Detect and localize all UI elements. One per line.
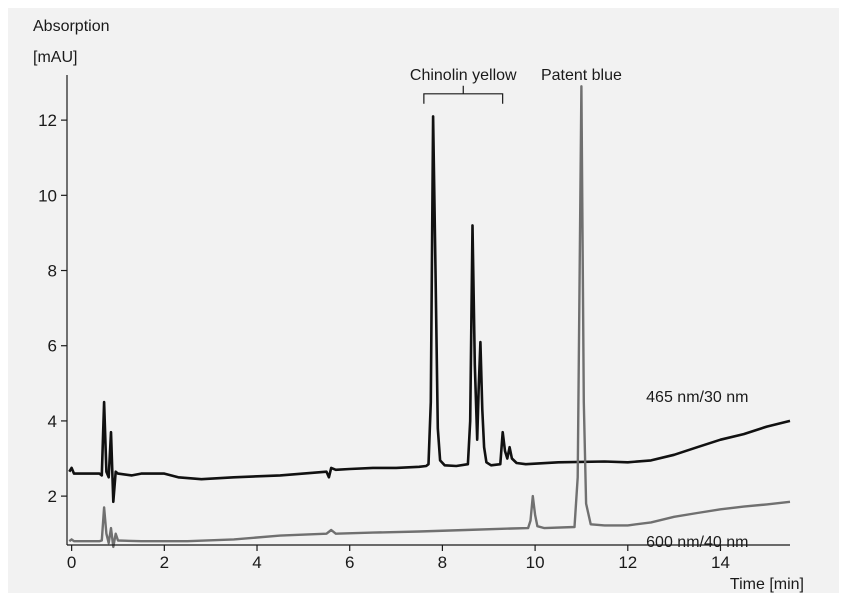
series-label-1: 600 nm/40 nm <box>646 534 748 551</box>
x-tick-label: 14 <box>711 553 730 572</box>
chinolin-yellow-bracket <box>423 85 504 104</box>
axis-layer: 0 2 4 6 8 10 12 14 2 4 6 8 10 12 <box>38 75 790 572</box>
x-tick-label: 0 <box>67 553 76 572</box>
y-tick-label: 12 <box>38 111 57 130</box>
annotation-layer: Chinolin yellow Patent blue <box>410 67 622 104</box>
y-ticks: 2 4 6 8 10 12 <box>38 111 67 506</box>
x-tick-label: 10 <box>526 553 545 572</box>
series-label-0: 465 nm/30 nm <box>646 389 748 406</box>
chart-background <box>8 8 839 593</box>
x-tick-label: 8 <box>438 553 447 572</box>
series-line-1 <box>68 85 791 549</box>
y-tick-label: 10 <box>38 186 57 205</box>
x-tick-label: 2 <box>160 553 169 572</box>
y-axis-title-line2: [mAU] <box>33 49 77 66</box>
x-tick-label: 4 <box>252 553 261 572</box>
series-line-0 <box>68 115 791 504</box>
y-tick-label: 2 <box>48 487 57 506</box>
y-tick-label: 8 <box>48 262 57 281</box>
y-tick-label: 4 <box>48 412 57 431</box>
x-axis-title: Time [min] <box>730 576 804 593</box>
x-tick-label: 6 <box>345 553 354 572</box>
y-tick-label: 6 <box>48 337 57 356</box>
series-layer: 465 nm/30 nm 600 nm/40 nm <box>68 85 791 551</box>
x-tick-label: 12 <box>618 553 637 572</box>
x-ticks: 0 2 4 6 8 10 12 14 <box>67 545 730 572</box>
patent-blue-label: Patent blue <box>541 67 622 84</box>
chinolin-yellow-label: Chinolin yellow <box>410 67 517 84</box>
y-axis-title-line1: Absorption <box>33 18 110 35</box>
